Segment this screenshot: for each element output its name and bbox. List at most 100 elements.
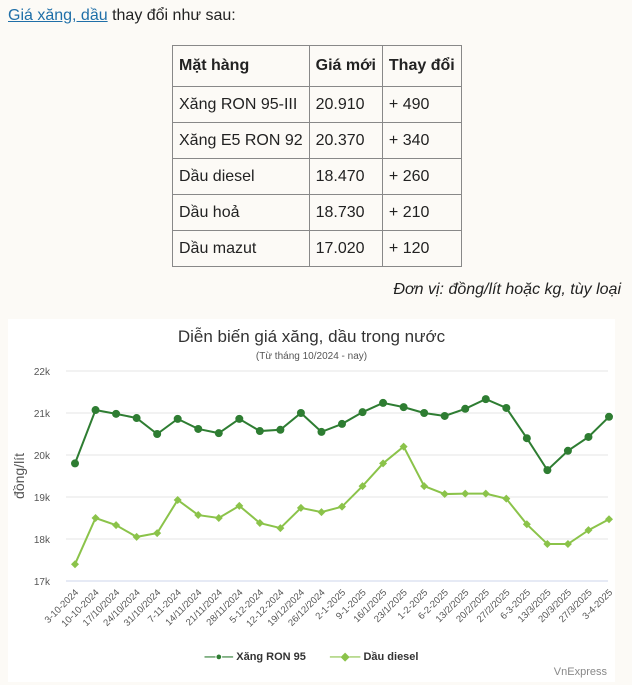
intro-rest: thay đổi như sau: <box>107 7 236 24</box>
y-tick-label: 21k <box>34 409 51 420</box>
table-cell: + 120 <box>381 230 462 267</box>
data-point <box>543 466 552 475</box>
table-row: Xăng RON 95-III 20.910 + 490 <box>172 86 462 123</box>
data-point <box>338 502 346 511</box>
data-point <box>440 490 449 499</box>
data-point <box>255 519 264 528</box>
y-tick-label: 18k <box>34 535 51 546</box>
table-row: Dầu mazut 17.020 + 120 <box>172 230 462 267</box>
table-cell: Dầu hoả <box>172 194 310 231</box>
data-point <box>132 532 141 541</box>
data-point <box>563 540 572 549</box>
data-point <box>194 511 203 520</box>
y-tick-label: 20k <box>34 451 51 462</box>
data-point <box>173 414 182 423</box>
data-point <box>584 526 593 535</box>
legend-label: Xăng RON 95 <box>236 651 306 663</box>
data-point <box>461 489 470 498</box>
data-point <box>235 414 244 423</box>
data-point <box>276 524 285 533</box>
table-cell: 18.470 <box>308 158 383 195</box>
column-header: Mặt hàng <box>172 45 310 87</box>
unit-note: Đơn vị: đồng/lít hoặc kg, tùy loại <box>393 281 621 298</box>
legend-marker-icon: —●— <box>204 651 234 663</box>
legend-item[interactable]: —◆— Dầu diesel <box>330 651 419 663</box>
chart-plot: 17k18k19k20k21k22kđồng/lít3-10-202410-10… <box>11 367 615 629</box>
data-point <box>91 406 100 415</box>
table-cell: 17.020 <box>308 230 383 267</box>
price-chart: Diễn biến giá xăng, dầu trong nước (Từ t… <box>8 319 615 682</box>
data-point <box>399 403 408 412</box>
data-point <box>379 459 388 468</box>
data-point <box>502 403 511 412</box>
data-point <box>296 503 305 512</box>
table-cell: 18.730 <box>308 194 383 231</box>
y-axis-label: đồng/lít <box>11 453 27 499</box>
table-cell: + 490 <box>381 86 462 123</box>
column-header: Giá mới <box>308 45 383 87</box>
data-point <box>605 412 613 421</box>
data-point <box>605 515 613 524</box>
data-point <box>379 398 388 407</box>
data-point <box>112 521 121 530</box>
legend-marker-icon: —◆— <box>329 651 361 663</box>
data-point <box>153 529 162 538</box>
data-point <box>420 482 429 491</box>
data-point <box>358 482 367 491</box>
data-point <box>461 404 470 413</box>
data-point <box>358 408 367 417</box>
fuel-price-link[interactable]: Giá xăng, dầu <box>8 7 108 24</box>
table-row: Dầu hoả 18.730 + 210 <box>172 194 462 231</box>
table-row: Xăng E5 RON 92 20.370 + 340 <box>172 122 462 159</box>
table-cell: + 340 <box>381 122 462 159</box>
y-tick-label: 22k <box>34 367 51 378</box>
data-point <box>255 427 264 436</box>
data-point <box>91 514 100 522</box>
data-point <box>194 424 203 433</box>
data-point <box>173 495 182 504</box>
data-point <box>132 414 141 423</box>
table-cell: 20.910 <box>308 86 383 123</box>
data-point <box>481 395 490 404</box>
data-point <box>440 411 449 420</box>
data-point <box>214 429 223 438</box>
data-point <box>420 409 429 417</box>
column-header: Thay đổi <box>381 45 462 87</box>
price-table: Mặt hàng Giá mới Thay đổi Xăng RON 95-III 20… <box>172 45 462 267</box>
table-cell: Xăng E5 RON 92 <box>172 122 310 159</box>
data-point <box>481 489 490 498</box>
data-point <box>153 430 162 438</box>
table-cell: Dầu mazut <box>172 230 310 267</box>
data-point <box>235 501 244 510</box>
y-tick-label: 17k <box>34 577 51 588</box>
table-cell: Xăng RON 95-III <box>172 86 310 123</box>
data-point <box>71 459 79 468</box>
table-cell: Dầu diesel <box>172 158 310 195</box>
intro-text: Giá xăng, dầu thay đổi như sau: <box>8 7 236 25</box>
data-point <box>584 432 593 441</box>
legend-label: Dầu diesel <box>363 651 419 663</box>
data-point <box>563 446 572 455</box>
legend-item[interactable]: —●— Xăng RON 95 <box>205 651 306 663</box>
chart-subtitle: (Từ tháng 10/2024 - nay) <box>255 351 368 362</box>
chart-legend: —●— Xăng RON 95 —◆— Dầu diesel <box>8 650 615 663</box>
data-point <box>276 425 285 434</box>
data-point <box>543 540 552 549</box>
data-point <box>522 434 531 443</box>
data-point <box>317 508 326 517</box>
data-point <box>214 514 223 522</box>
data-point <box>71 560 79 569</box>
chart-credit: VnExpress <box>553 666 607 678</box>
table-cell: + 260 <box>381 158 462 195</box>
data-point <box>112 409 121 418</box>
data-point <box>399 442 408 451</box>
table-row: Dầu diesel 18.470 + 260 <box>172 158 462 195</box>
data-point <box>317 427 326 436</box>
data-point <box>338 419 346 428</box>
data-point <box>502 494 511 503</box>
y-tick-label: 19k <box>34 493 51 504</box>
data-point <box>522 520 531 529</box>
chart-title: Diễn biến giá xăng, dầu trong nước <box>177 327 446 346</box>
table-cell: + 210 <box>381 194 462 231</box>
data-point <box>296 409 305 417</box>
